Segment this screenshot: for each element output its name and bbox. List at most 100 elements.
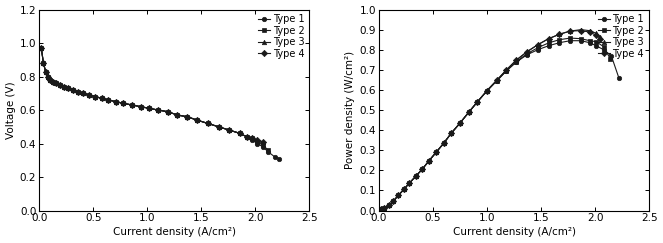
Type 3 (556, 33, 564, 36)
Type 3 (44, 75, 52, 78)
Type 4 (400, 188, 408, 191)
Type 1 (544, 44, 552, 47)
Type 4 (456, 122, 464, 125)
Type 1 (473, 101, 481, 104)
Type 1 (265, 150, 272, 153)
Type 4 (556, 33, 564, 36)
Type 2 (183, 115, 191, 118)
Type 4 (259, 140, 267, 143)
Type 2 (60, 85, 68, 88)
Type 2 (137, 105, 145, 108)
Type 3 (456, 122, 464, 125)
Type 1 (405, 182, 413, 185)
Type 1 (128, 104, 136, 106)
Type 2 (592, 40, 600, 43)
Type 3 (46, 78, 54, 81)
Y-axis label: Power density (W/cm²): Power density (W/cm²) (345, 51, 355, 169)
Type 3 (503, 68, 511, 71)
Type 1 (174, 113, 182, 116)
Legend: Type 1, Type 2, Type 3, Type 4: Type 1, Type 2, Type 3, Type 4 (256, 12, 306, 61)
Type 1 (400, 188, 408, 191)
Type 3 (412, 175, 420, 178)
Type 2 (512, 60, 520, 63)
Type 4 (544, 37, 552, 40)
Type 1 (137, 105, 145, 108)
Type 4 (225, 129, 233, 131)
Type 4 (137, 105, 145, 108)
Type 4 (174, 113, 182, 116)
Type 2 (385, 204, 392, 207)
Type 3 (544, 37, 552, 40)
Type 3 (473, 101, 481, 104)
Type 1 (556, 41, 564, 44)
Type 1 (225, 129, 233, 131)
Type 3 (42, 70, 50, 73)
Type 1 (377, 208, 385, 211)
Type 1 (64, 87, 72, 90)
Type 2 (253, 140, 261, 143)
Type 3 (394, 194, 402, 197)
Type 1 (42, 70, 50, 73)
Type 2 (534, 46, 542, 49)
Type 2 (389, 200, 397, 203)
Type 2 (473, 101, 481, 104)
Line: Type 3: Type 3 (39, 46, 265, 144)
Type 4 (204, 122, 211, 125)
Type 4 (80, 92, 88, 95)
Type 2 (44, 75, 52, 78)
Type 3 (400, 188, 408, 191)
Type 2 (566, 37, 574, 40)
Type 2 (448, 132, 455, 135)
Type 4 (40, 62, 48, 65)
Type 3 (440, 142, 448, 145)
Type 3 (215, 125, 223, 128)
Type 2 (46, 78, 54, 81)
Line: Type 4: Type 4 (379, 28, 603, 212)
Type 2 (98, 97, 106, 100)
Type 1 (483, 89, 491, 92)
Type 1 (615, 76, 623, 79)
Type 2 (243, 135, 251, 138)
Type 4 (128, 104, 136, 106)
Type 1 (394, 194, 402, 197)
Type 1 (80, 92, 88, 95)
Type 3 (154, 109, 162, 112)
Type 4 (377, 208, 385, 211)
Type 1 (465, 111, 473, 114)
Type 2 (49, 80, 57, 83)
Type 4 (566, 30, 574, 33)
Type 3 (493, 79, 501, 82)
Type 1 (60, 85, 68, 88)
Type 3 (592, 32, 600, 35)
Type 1 (44, 75, 52, 78)
Type 2 (85, 94, 93, 96)
Type 2 (42, 70, 50, 73)
Type 3 (585, 29, 593, 32)
Type 1 (215, 125, 223, 128)
Type 4 (69, 88, 77, 91)
Type 1 (456, 122, 464, 125)
Type 2 (104, 98, 112, 101)
Type 3 (137, 105, 145, 108)
Type 3 (174, 113, 182, 116)
Type 2 (412, 175, 420, 178)
Type 1 (424, 160, 432, 163)
Type 1 (145, 107, 153, 110)
Type 4 (243, 135, 251, 138)
Line: Type 3: Type 3 (379, 27, 603, 212)
Type 1 (566, 39, 574, 42)
Type 2 (91, 95, 99, 98)
Type 2 (456, 122, 464, 125)
Type 1 (85, 94, 93, 96)
Type 3 (534, 43, 542, 46)
Type 2 (74, 90, 82, 93)
Type 4 (248, 137, 256, 140)
Type 4 (389, 200, 397, 203)
Type 4 (503, 68, 511, 71)
Type 2 (69, 88, 77, 91)
Type 2 (585, 39, 593, 42)
Type 4 (154, 109, 162, 112)
Type 4 (394, 194, 402, 197)
Type 1 (412, 175, 420, 178)
Type 3 (104, 98, 112, 101)
